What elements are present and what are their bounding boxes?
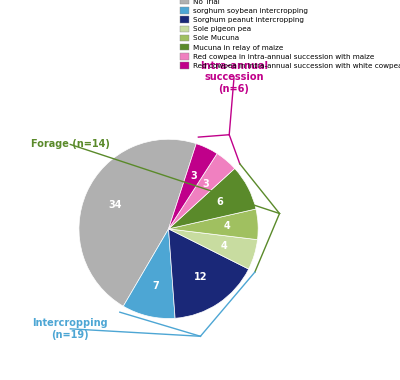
Text: Intra-annual
succession
(n=6): Intra-annual succession (n=6) [200, 61, 268, 94]
Text: 3: 3 [190, 171, 197, 181]
Text: 12: 12 [194, 272, 208, 282]
Text: Forage (n=14): Forage (n=14) [31, 139, 110, 149]
Wedge shape [168, 144, 217, 229]
Text: 4: 4 [223, 221, 230, 231]
Wedge shape [168, 229, 249, 318]
Legend: No Trial, sorghum soybean intercropping, Sorghum peanut intercropping, Sole pige: No Trial, sorghum soybean intercropping,… [179, 0, 400, 71]
Wedge shape [168, 154, 235, 229]
Text: 7: 7 [152, 280, 159, 291]
Wedge shape [79, 139, 196, 306]
Text: 3: 3 [203, 179, 210, 189]
Text: 34: 34 [109, 200, 122, 210]
Text: Intercropping
(n=19): Intercropping (n=19) [32, 318, 108, 340]
Text: 6: 6 [217, 197, 224, 207]
Text: 4: 4 [221, 241, 228, 251]
Wedge shape [168, 209, 258, 240]
Wedge shape [168, 229, 258, 269]
Wedge shape [168, 168, 256, 229]
Wedge shape [123, 229, 175, 318]
